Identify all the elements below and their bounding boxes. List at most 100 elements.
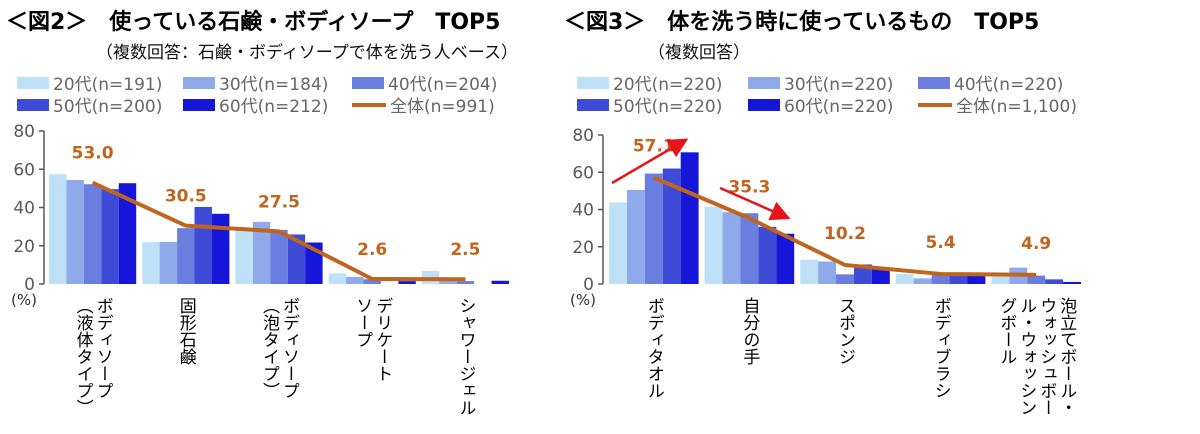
total-data-label: 27.5 [258,192,300,212]
legend-item: 50代(n=220) [577,92,722,117]
legend-item: 40代(n=204) [352,70,497,95]
y-axis-unit: (%) [11,291,37,309]
total-data-label: 2.6 [357,240,387,260]
bar-50s [287,234,306,284]
legend-item: 40代(n=220) [918,70,1063,95]
legend-item: 全体(n=1,100) [918,92,1077,117]
bar-40s [177,228,195,284]
bar-20s [49,174,67,284]
bar-40s [270,229,288,284]
bar-40s [83,184,102,284]
y-tick-label: 60 [572,163,594,183]
bar-20s [235,229,253,284]
bar-30s [439,280,457,284]
legend-item: 30代(n=184) [183,70,328,95]
legend-line-swatch [918,102,952,107]
total-data-label: 5.4 [926,233,956,253]
bar-30s [252,221,271,284]
trend-arrow-up [611,138,689,185]
x-category-label: 自分の手 [739,297,760,365]
x-category-label: シャワージェル [455,297,476,416]
bar-40s [740,213,759,284]
bar-50s [662,168,681,284]
y-tick-label: 20 [572,238,594,258]
x-category-label: ボディソープ （泡タイプ） [259,297,299,399]
chart3-title: ＜図3＞ 体を洗う時に使っているもの TOP5 [564,10,1040,35]
y-tick-label: 40 [572,201,594,221]
y-tick-label: 80 [13,122,35,142]
bar-60s [491,280,509,284]
bar-60s [118,183,137,284]
chart2-subtitle: （複数回答：石鹸・ボディソープで体を洗う人ベース） [96,43,518,63]
legend-swatch [17,76,49,89]
trend-arrow-down [719,186,791,221]
legend-label: 40代(n=204) [388,75,498,95]
bar-20s [704,206,723,284]
bar-30s [818,261,837,284]
legend-swatch [183,98,215,111]
legend-label: 30代(n=220) [784,75,894,95]
legend-item: 60代(n=220) [748,92,893,117]
bar-50s [758,226,777,284]
x-category-label: デリケート ソープ [352,297,393,382]
total-data-label: 53.0 [72,144,114,164]
legend-item: 50代(n=200) [17,92,162,117]
y-tick-label: 20 [13,237,35,257]
x-category-label: ボディタオル [643,297,664,399]
bar-40s [456,281,475,284]
bar-60s [871,267,890,284]
y-tick-label: 80 [572,126,594,146]
bar-30s [66,179,84,284]
total-data-label: 35.3 [728,177,770,197]
total-data-label: 10.2 [824,224,866,244]
bar-40s [836,274,854,284]
legend-label: 60代(n=212) [219,97,329,117]
bar-30s [722,212,741,284]
legend-swatch [577,76,609,89]
bar-50s [949,274,968,284]
legend-label: 30代(n=184) [219,75,329,95]
legend-item: 20代(n=191) [17,70,162,95]
legend-label: 20代(n=220) [613,75,723,95]
legend-label: 全体(n=991) [390,97,495,117]
legend-label: 50代(n=200) [53,97,163,117]
bar-20s [800,259,819,284]
bar-60s [1063,281,1081,284]
legend-label: 50代(n=220) [613,97,723,117]
bar-60s [211,213,230,284]
legend-label: 40代(n=220) [954,75,1064,95]
y-axis-unit: (%) [570,291,596,309]
bar-60s [398,281,416,284]
bar-50s [194,206,212,284]
chart3-subtitle: （複数回答） [648,43,750,63]
bar-50s [1045,279,1064,284]
total-data-label: 30.5 [165,187,207,207]
bar-60s [967,274,986,284]
legend-swatch [577,98,609,111]
bar-50s [101,189,119,284]
legend-swatch [183,76,215,89]
legend-swatch [748,76,780,89]
total-data-label: 2.5 [450,240,480,260]
legend-item: 全体(n=991) [352,92,495,117]
y-tick-label: 60 [13,160,35,180]
legend-label: 20代(n=191) [53,75,163,95]
y-tick-label: 40 [13,199,35,219]
bar-20s [328,273,347,284]
bar-30s [913,278,932,284]
legend-item: 20代(n=220) [577,70,722,95]
bar-30s [626,189,645,284]
chart2-title: ＜図2＞ 使っている石鹸・ボディソープ TOP5 [6,10,501,35]
y-tick-label: 0 [24,275,35,295]
bar-40s [1027,275,1046,284]
bar-60s [776,233,795,284]
legend-swatch [918,76,950,89]
legend-swatch [352,76,384,89]
legend-swatch [748,98,780,111]
legend-item: 60代(n=212) [183,92,328,117]
x-category-label: スポンジ [835,297,855,365]
x-category-label: ボディソープ （液体タイプ） [72,297,113,416]
bar-50s [853,264,872,284]
legend-label: 60代(n=220) [784,97,894,117]
